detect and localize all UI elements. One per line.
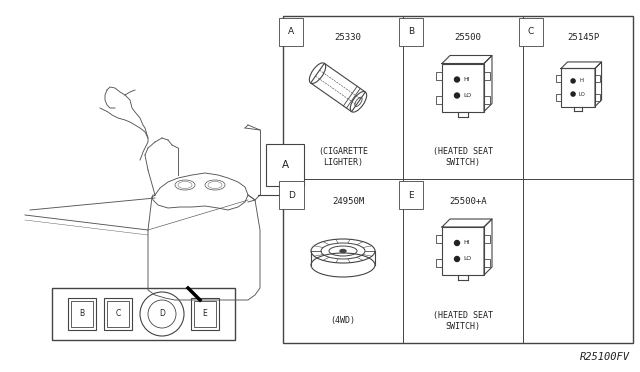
Bar [595,75,600,82]
Text: C: C [115,310,120,318]
Text: HI: HI [464,77,470,82]
Text: HI: HI [464,241,470,246]
Text: (HEATED SEAT
SWITCH): (HEATED SEAT SWITCH) [433,147,493,167]
Circle shape [454,257,460,262]
Bar [556,94,561,101]
Circle shape [454,241,460,246]
Bar [484,71,490,80]
Text: HI: HI [579,78,585,83]
Text: 25500: 25500 [454,33,481,42]
Text: A: A [282,160,289,170]
Circle shape [454,93,460,98]
Bar [107,301,129,327]
Text: C: C [528,28,534,36]
Bar [556,75,561,82]
Text: B: B [408,28,414,36]
Bar [436,96,442,103]
Text: R25100FV: R25100FV [580,352,630,362]
Bar [104,298,132,330]
Text: LO: LO [463,93,471,98]
Bar [71,301,93,327]
Bar [595,94,600,101]
Bar [484,235,490,243]
Text: (CIGARETTE
LIGHTER): (CIGARETTE LIGHTER) [318,147,368,167]
Text: 25145P: 25145P [567,33,599,42]
Text: B: B [79,310,84,318]
Circle shape [454,77,460,82]
Bar [436,235,442,243]
Text: E: E [203,310,207,318]
Bar [561,67,595,106]
Text: A: A [288,28,294,36]
Text: E: E [408,190,413,199]
Text: (4WD): (4WD) [330,317,355,326]
Bar [436,71,442,80]
Bar [442,227,484,275]
Circle shape [571,79,575,83]
Text: LO: LO [579,92,586,97]
Text: 25330: 25330 [335,33,362,42]
Bar [194,301,216,327]
Text: D: D [159,310,165,318]
Bar [68,298,96,330]
Text: 25500+A: 25500+A [449,196,487,205]
Bar [442,64,484,112]
Bar [484,259,490,267]
Ellipse shape [340,250,346,253]
Text: LO: LO [463,257,471,262]
Text: (HEATED SEAT
SWITCH): (HEATED SEAT SWITCH) [433,311,493,331]
Circle shape [571,92,575,96]
Bar [484,96,490,103]
Bar [52,288,235,340]
Bar [436,259,442,267]
Text: 24950M: 24950M [332,196,364,205]
Bar [283,16,633,343]
Text: D: D [288,190,295,199]
Bar [191,298,219,330]
